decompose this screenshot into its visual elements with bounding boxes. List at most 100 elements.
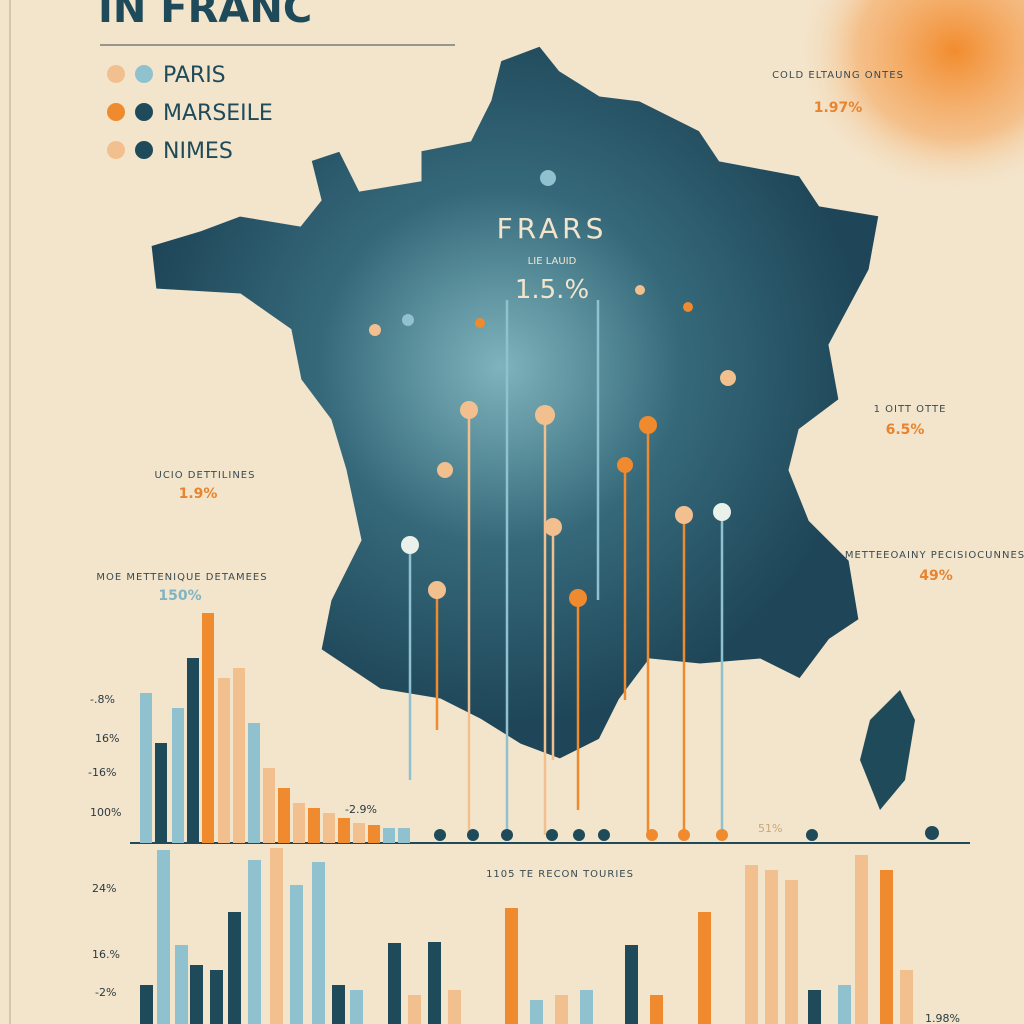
bar: [175, 945, 188, 1024]
legend-dot: [107, 141, 125, 159]
bar: [855, 855, 868, 1024]
lollipops: [369, 170, 736, 835]
bar: [172, 708, 184, 843]
dot: [467, 829, 479, 841]
bar: [248, 860, 261, 1024]
axis-label: 16%: [95, 732, 119, 745]
note: 1.98%: [925, 1012, 960, 1024]
dot: [546, 829, 558, 841]
baseline-dots: [434, 826, 939, 841]
bar: [233, 668, 245, 843]
bar: [530, 1000, 543, 1024]
annotation-value: 6.5%: [886, 422, 925, 438]
dot: [573, 829, 585, 841]
annotation-label: 1 OITT OTTE: [874, 404, 947, 415]
legend-dot: [107, 65, 125, 83]
axis-label: -16%: [88, 766, 116, 779]
bar: [398, 828, 410, 843]
top-axis: -.8% 16% -16% 100% -2.9% 51%: [88, 693, 782, 835]
bar: [190, 965, 203, 1024]
dot: [437, 462, 453, 478]
bar: [448, 990, 461, 1024]
map-france: [148, 43, 882, 762]
bar: [368, 825, 380, 843]
bar: [278, 788, 290, 843]
lollipop: [639, 416, 657, 434]
map-subtitle: LIE LAUID: [528, 256, 577, 267]
axis-label: 24%: [92, 882, 116, 895]
legend-label: PARIS: [163, 63, 226, 88]
dot: [369, 324, 381, 336]
annotations: COLD ELTAUNG ONTES 1.97% 1 OITT OTTE 6.5…: [96, 70, 1024, 604]
dot: [434, 829, 446, 841]
lollipop: [535, 405, 555, 425]
bar: [353, 823, 365, 843]
bar: [880, 870, 893, 1024]
dot: [716, 829, 728, 841]
annotation-label: COLD ELTAUNG ONTES: [772, 70, 904, 81]
bar: [263, 768, 275, 843]
bottom-title: 1105 TE RECON TOURIES: [486, 869, 634, 880]
annotation-label: METTEEOAINY PECISIOCUNNES: [845, 550, 1024, 561]
annotation-label: MOE METTENIQUE DETAMEES: [96, 572, 267, 583]
bar: [785, 880, 798, 1024]
bar: [745, 865, 758, 1024]
bar: [580, 990, 593, 1024]
legend-dot: [135, 141, 153, 159]
axis-label: 16.%: [92, 948, 120, 961]
axis-label: -2%: [95, 986, 116, 999]
bar: [270, 848, 283, 1024]
lollipop: [460, 401, 478, 419]
dot: [925, 826, 939, 840]
bar: [157, 850, 170, 1024]
top-bars: [140, 613, 410, 843]
annotation-value: 150%: [158, 588, 201, 604]
bar: [140, 693, 152, 843]
dot: [635, 285, 645, 295]
annotation-value: 1.97%: [814, 100, 863, 116]
bar: [350, 990, 363, 1024]
bar: [505, 908, 518, 1024]
bar: [323, 813, 335, 843]
bar: [900, 970, 913, 1024]
note: -2.9%: [345, 803, 377, 816]
legend-dot: [107, 103, 125, 121]
map-value: 1.5.%: [515, 275, 589, 305]
bar: [293, 803, 305, 843]
bar: [808, 990, 821, 1024]
bar: [187, 658, 199, 843]
annotation-label: UCIO DETTILINES: [155, 470, 256, 481]
dot: [598, 829, 610, 841]
legend-label: MARSEILE: [163, 101, 273, 126]
dot: [501, 829, 513, 841]
bar: [428, 942, 441, 1024]
bar: [140, 985, 153, 1024]
dot: [720, 370, 736, 386]
bar: [338, 818, 350, 843]
bar: [408, 995, 421, 1024]
title: IN FRANC: [98, 0, 312, 32]
bottom-bars: [140, 848, 913, 1024]
bar: [838, 985, 851, 1024]
bar: [202, 613, 214, 843]
bar: [308, 808, 320, 843]
bar: [155, 743, 167, 843]
dot: [540, 170, 556, 186]
axis-label: 100%: [90, 806, 121, 819]
bar: [555, 995, 568, 1024]
note: 51%: [758, 822, 782, 835]
lollipop: [617, 457, 633, 473]
bar: [388, 943, 401, 1024]
bar: [312, 862, 325, 1024]
lollipop: [675, 506, 693, 524]
lollipop: [544, 518, 562, 536]
bar: [383, 828, 395, 843]
axis-label: -.8%: [90, 693, 115, 706]
map-title: FRARS: [497, 212, 608, 245]
bar: [218, 678, 230, 843]
legend-dot: [135, 103, 153, 121]
lollipop: [401, 536, 419, 554]
map-corsica: [860, 690, 915, 810]
bar: [210, 970, 223, 1024]
annotation-value: 49%: [919, 568, 953, 584]
